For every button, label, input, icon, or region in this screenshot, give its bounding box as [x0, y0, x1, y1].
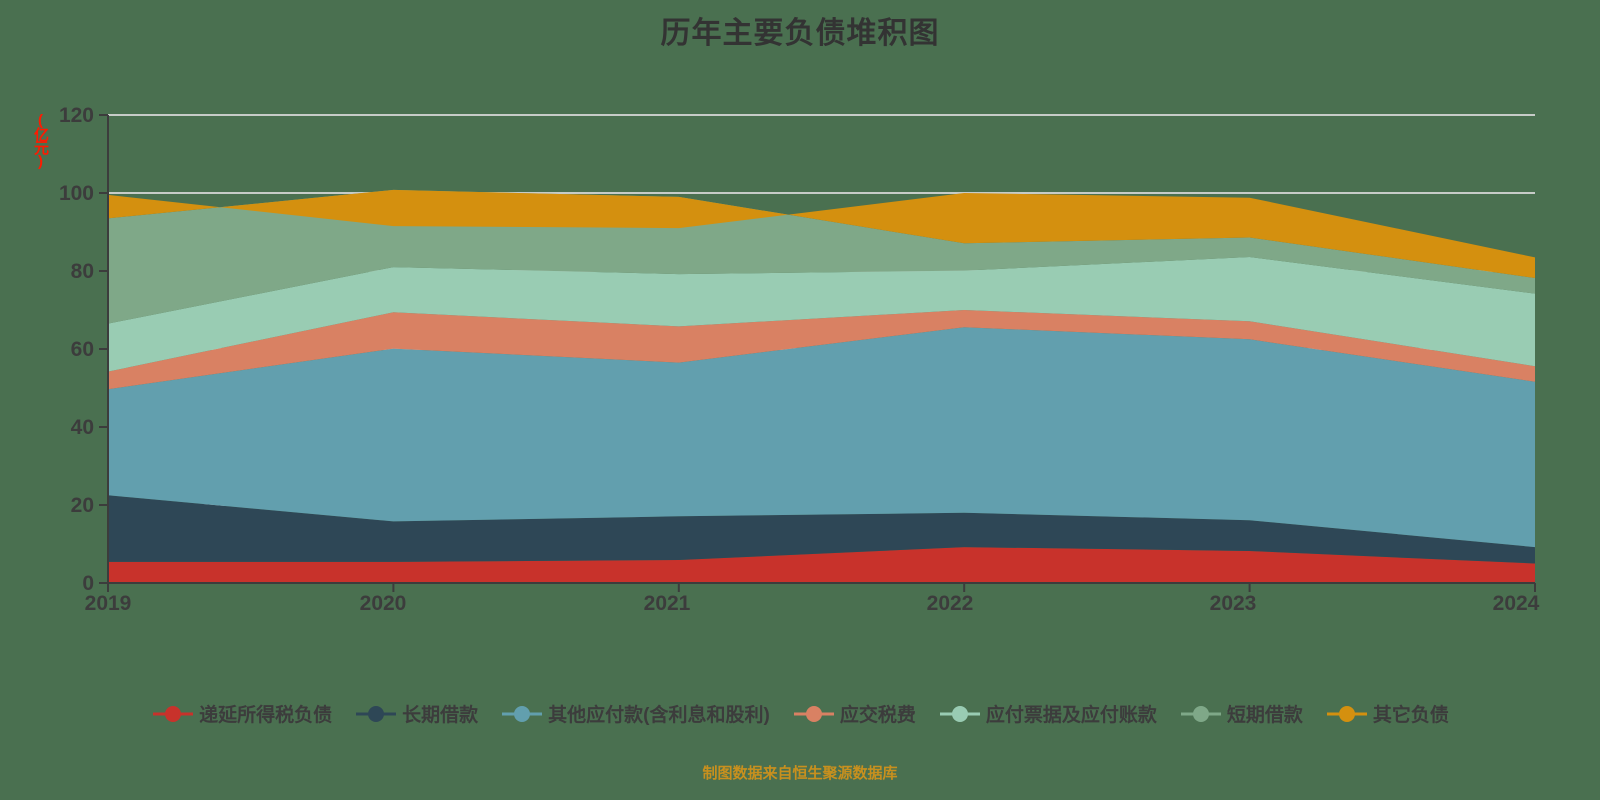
x-tick-label-2022: 2022 — [926, 592, 974, 615]
legend-item-3[interactable]: 其他应付款(含利息和股利) — [500, 700, 770, 727]
stacked-area-plot — [99, 114, 1536, 592]
legend: 递延所得税负债 长期借款 其他应付款(含利息和股利) 应交税费 应付票据及应付账款 短期借… — [0, 700, 1600, 727]
legend-marker-icon — [1180, 705, 1221, 722]
area-series-2 — [108, 495, 1535, 564]
legend-label: 短期借款 — [1226, 705, 1303, 726]
legend-label: 其他应付款(含利息和股利) — [548, 705, 770, 726]
area-series-4 — [108, 310, 1535, 390]
legend-item-7[interactable]: 其它负债 — [1325, 700, 1449, 727]
footer-note: 制图数据来自恒生聚源数据库 — [702, 765, 898, 782]
x-tick-label-2019: 2019 — [84, 592, 132, 615]
legend-label: 应付票据及应付账款 — [985, 705, 1157, 726]
x-tick-label-2021: 2021 — [643, 592, 691, 615]
legend-marker-icon — [153, 705, 194, 722]
y-tick-label-120: 120 — [58, 104, 94, 127]
area-series-group — [108, 189, 1535, 583]
x-tick-label-2024: 2024 — [1492, 592, 1540, 615]
area-series-5 — [108, 257, 1535, 372]
legend-item-6[interactable]: 短期借款 — [1179, 700, 1303, 727]
area-series-3 — [108, 327, 1535, 548]
legend-marker-icon — [793, 705, 834, 722]
legend-label: 递延所得税负债 — [199, 705, 333, 726]
legend-item-1[interactable]: 递延所得税负债 — [151, 700, 332, 727]
area-series-7 — [108, 189, 1535, 278]
y-tick-label-60: 60 — [70, 338, 94, 361]
y-axis-title: (亿元) — [32, 112, 49, 168]
legend-marker-icon — [939, 705, 980, 722]
legend-marker-icon — [502, 705, 543, 722]
y-tick-label-20: 20 — [70, 494, 94, 517]
legend-item-5[interactable]: 应付票据及应付账款 — [938, 700, 1157, 727]
legend-label: 其它负债 — [1372, 705, 1449, 726]
y-tick-label-80: 80 — [70, 260, 94, 283]
y-tick-label-40: 40 — [70, 416, 94, 439]
legend-label: 长期借款 — [402, 705, 479, 726]
legend-marker-icon — [356, 705, 397, 722]
legend-item-2[interactable]: 长期借款 — [354, 700, 478, 727]
legend-item-4[interactable]: 应交税费 — [792, 700, 916, 727]
y-tick-label-0: 0 — [82, 572, 94, 595]
y-tick-label-100: 100 — [58, 182, 94, 205]
axis-ticks — [99, 114, 1536, 592]
legend-marker-icon — [1326, 705, 1367, 722]
page-title: 历年主要负债堆积图 — [660, 17, 940, 50]
x-tick-label-2020: 2020 — [359, 592, 407, 615]
area-series-1 — [108, 547, 1535, 583]
x-tick-label-2023: 2023 — [1209, 592, 1257, 615]
legend-label: 应交税费 — [839, 705, 916, 726]
